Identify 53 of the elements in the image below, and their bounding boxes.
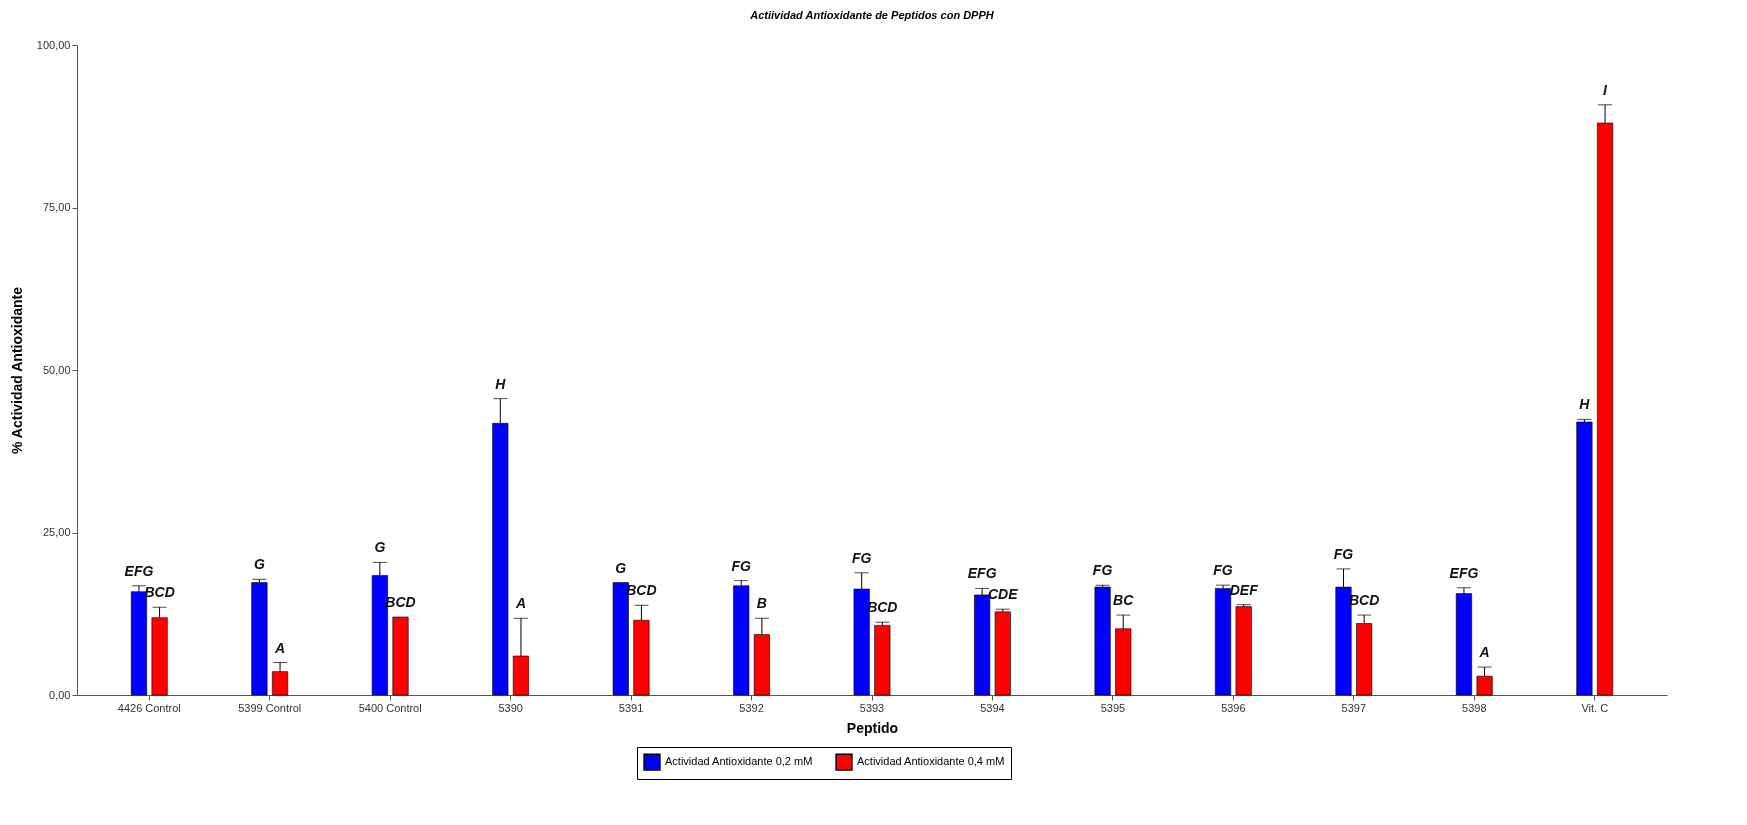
legend-label: Actividad Antioxidante 0,4 mM bbox=[857, 755, 1005, 768]
y-tick-label: 0,00 bbox=[49, 688, 71, 701]
bar bbox=[1094, 586, 1111, 696]
y-tick-label: 75,00 bbox=[42, 201, 71, 213]
data-label: A bbox=[1478, 644, 1490, 661]
x-tick-label: 5398 bbox=[1462, 701, 1487, 714]
data-label: CDE bbox=[988, 586, 1019, 603]
x-tick-label: 5391 bbox=[618, 701, 644, 714]
x-tick-label: 5394 bbox=[980, 701, 1005, 714]
data-label: I bbox=[1603, 81, 1609, 98]
y-tick-label: 25,00 bbox=[42, 526, 71, 538]
bar bbox=[874, 625, 891, 696]
data-label: EFG bbox=[124, 562, 154, 579]
data-label: FG bbox=[1213, 562, 1233, 579]
data-label: H bbox=[1579, 396, 1591, 413]
x-tick-label: 5397 bbox=[1341, 701, 1367, 714]
data-label: G bbox=[253, 556, 265, 573]
data-label: FG bbox=[1333, 545, 1354, 562]
data-label: BCD bbox=[144, 584, 175, 601]
x-tick-label: 5395 bbox=[1100, 701, 1126, 714]
x-tick-label: 5399 Control bbox=[238, 701, 302, 714]
data-label: FG bbox=[731, 557, 752, 574]
x-tick-label: 5396 bbox=[1221, 701, 1246, 714]
x-tick-label: 5390 bbox=[498, 701, 523, 714]
x-tick-label: Vit. C bbox=[1581, 701, 1609, 714]
data-label: DEF bbox=[1229, 581, 1259, 598]
data-label: FG bbox=[1092, 562, 1113, 579]
data-label: B bbox=[756, 595, 767, 612]
y-tick-label: 50,00 bbox=[42, 363, 71, 376]
x-tick-label: 5393 bbox=[859, 701, 885, 714]
x-tick-label: 5400 Control bbox=[358, 701, 422, 714]
x-tick-label: 4426 Control bbox=[117, 701, 181, 714]
bar bbox=[1215, 588, 1232, 696]
y-axis-title: % Actividad Antioxidante bbox=[8, 286, 25, 454]
data-label: A bbox=[514, 595, 527, 612]
chart-title: Actiividad Antioxidante de Peptidos con DPPH bbox=[749, 9, 995, 21]
bar bbox=[1235, 606, 1252, 696]
data-label: FG bbox=[851, 549, 872, 566]
bar bbox=[994, 611, 1011, 696]
x-tick-label: 5392 bbox=[739, 701, 764, 714]
legend-label: Actividad Antioxidante 0,2 mM bbox=[665, 755, 813, 768]
bar bbox=[1576, 421, 1593, 696]
data-label: EFG bbox=[967, 565, 997, 582]
data-label: BC bbox=[1113, 592, 1135, 609]
data-label: A bbox=[273, 639, 286, 656]
bar bbox=[733, 585, 750, 696]
bar bbox=[392, 616, 409, 696]
y-tick-label: 100,00 bbox=[36, 38, 71, 51]
data-label: EFG bbox=[1449, 564, 1479, 581]
data-label: G bbox=[615, 559, 627, 576]
data-label: G bbox=[374, 539, 386, 556]
x-axis-title: Peptido bbox=[846, 719, 899, 736]
data-label: H bbox=[495, 375, 507, 392]
